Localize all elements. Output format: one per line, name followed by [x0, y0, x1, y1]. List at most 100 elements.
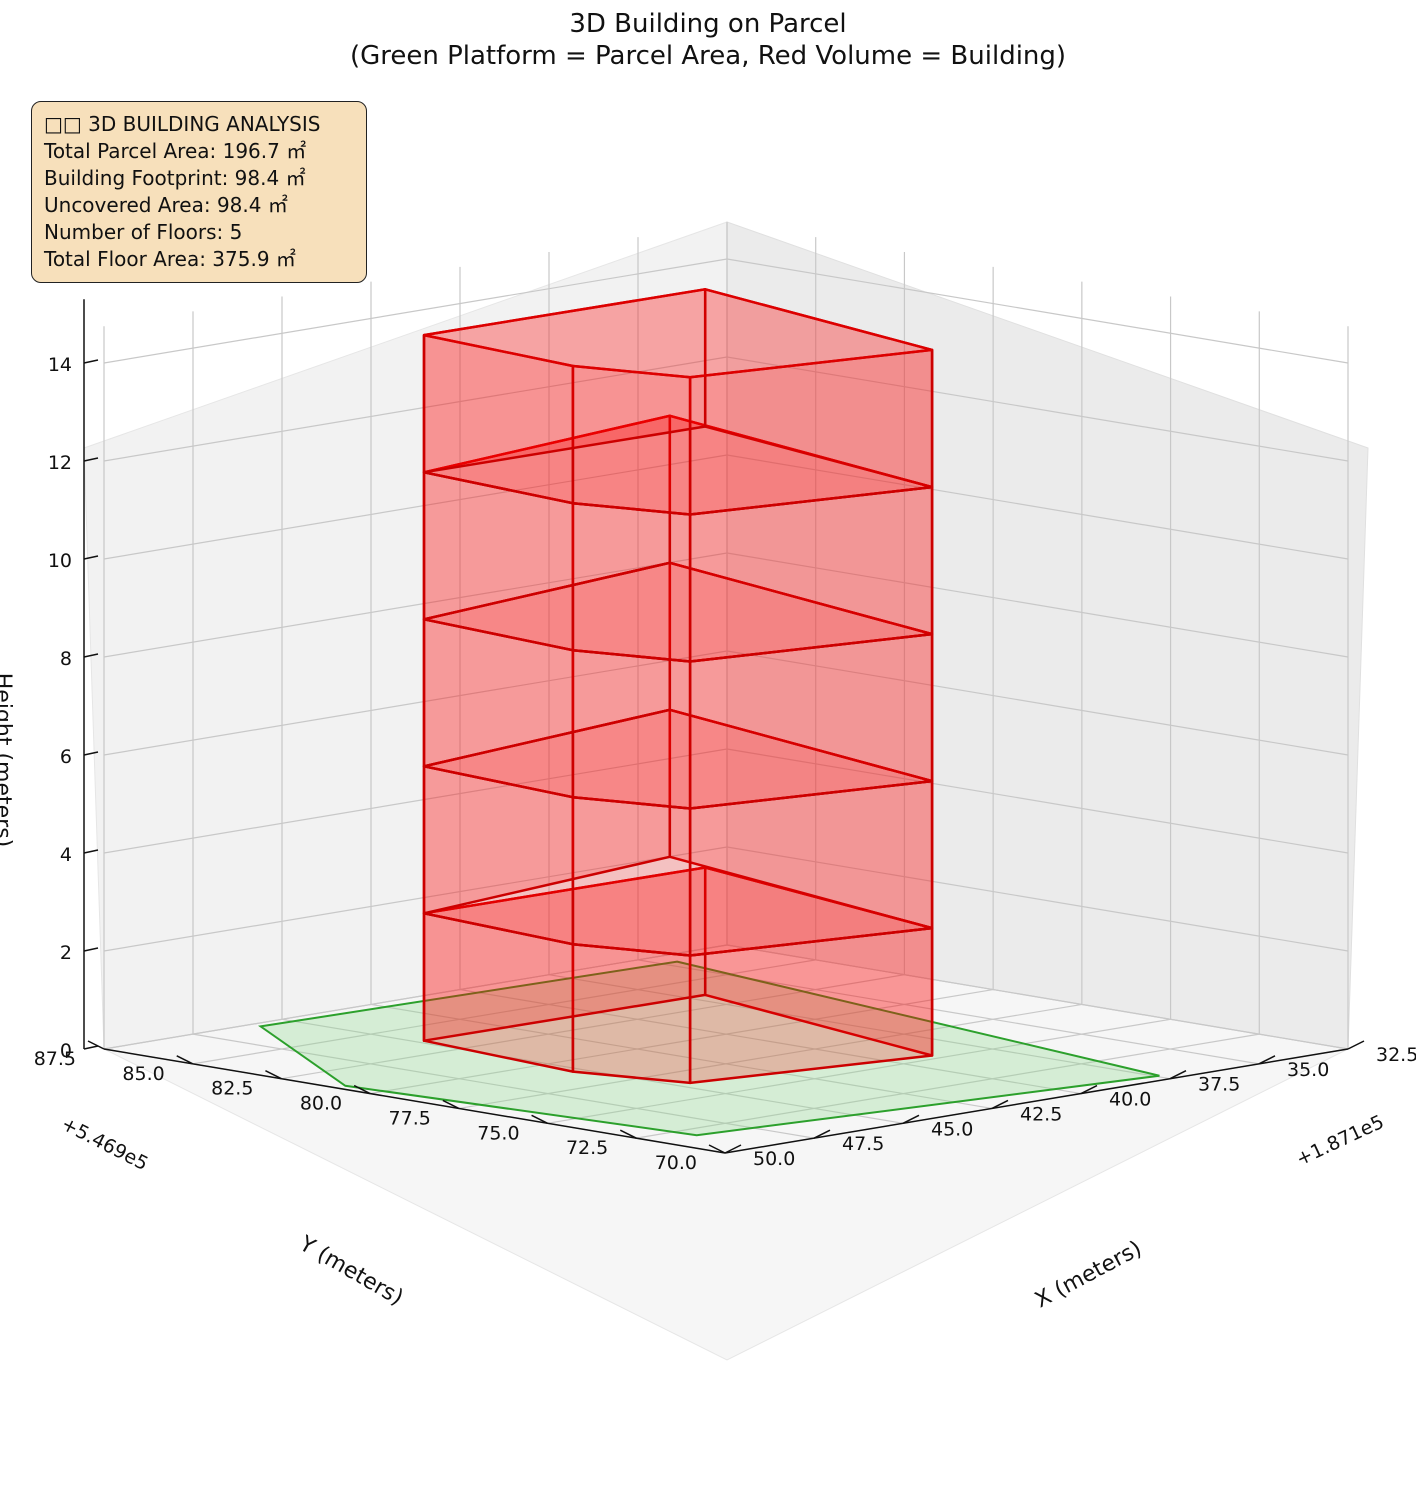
- grid-line: [726, 748, 1349, 854]
- grid-line: [726, 454, 1349, 560]
- x-tick-label: 50.0: [753, 1148, 795, 1170]
- z-tick: [83, 849, 99, 854]
- x-axis-label: X (meters): [1031, 1236, 1146, 1313]
- building-face: [688, 348, 934, 516]
- x-offset-label: +1.871e5: [1293, 1111, 1388, 1171]
- x-tick: [724, 1144, 742, 1154]
- building-analysis-box: □□ 3D BUILDING ANALYSIS Total Parcel Are…: [31, 101, 367, 283]
- grid-line: [636, 1033, 1260, 1139]
- z-tick-label: 2: [60, 942, 72, 964]
- info-heading: □□ 3D BUILDING ANALYSIS: [44, 112, 321, 136]
- info-line-floor-area: Total Floor Area: 375.9 ㎡: [44, 247, 296, 271]
- floor-4: [422, 414, 934, 663]
- z-tick: [83, 947, 99, 952]
- y-tick: [265, 1070, 282, 1080]
- x-tick-label: 32.5: [1376, 1044, 1416, 1066]
- x-tick-label: 37.5: [1198, 1074, 1240, 1096]
- y-tick-label: 85.0: [122, 1063, 164, 1085]
- y-tick: [442, 1099, 460, 1110]
- y-tick: [87, 1040, 105, 1050]
- grid-line: [103, 748, 728, 854]
- grid-line: [103, 454, 728, 560]
- y-tick-label: 72.5: [566, 1137, 608, 1159]
- floor-5: [422, 288, 934, 516]
- building-face: [688, 632, 934, 810]
- grid-line: [548, 974, 1171, 1080]
- x-tick: [1169, 1070, 1187, 1080]
- y-tick: [531, 1114, 548, 1124]
- y-tick-labels: 70.0 72.5 75.0 77.5 80.0 82.5 85.0 87.5: [34, 1040, 726, 1174]
- x-tick-label: 40.0: [1109, 1089, 1151, 1111]
- info-line-footprint: Building Footprint: 98.4 ㎡: [44, 166, 306, 190]
- y-tick: [708, 1144, 726, 1154]
- y-tick-label: 75.0: [477, 1122, 519, 1144]
- grid-line: [103, 846, 728, 952]
- grid-line: [370, 1003, 993, 1110]
- y-tick: [176, 1055, 194, 1065]
- z-tick-labels: 0 2 4 6 8 10 12 14: [48, 354, 99, 1062]
- y-tick: [619, 1129, 637, 1139]
- parcel-platform: [257, 960, 1160, 1137]
- x-tick-label: 45.0: [931, 1118, 973, 1140]
- z-tick: [83, 457, 99, 462]
- chart-title: 3D Building on Parcel (Green Platform = …: [0, 8, 1416, 72]
- z-axis-label: Height (meters): [0, 673, 15, 848]
- z-tick: [83, 1045, 99, 1050]
- x-tick: [1347, 1040, 1365, 1050]
- x-tick: [1258, 1055, 1276, 1065]
- grid-line: [370, 988, 994, 1095]
- x-tick-label: 42.5: [1020, 1103, 1062, 1125]
- building-layer: [422, 288, 934, 1085]
- info-line-parcel-area: Total Parcel Area: 196.7 ㎡: [44, 139, 307, 163]
- info-line-uncovered: Uncovered Area: 98.4 ㎡: [44, 193, 288, 217]
- info-line-floors: Number of Floors: 5: [44, 220, 243, 244]
- x-tick: [1080, 1084, 1098, 1095]
- y-offset-label: +5.469e5: [58, 1113, 152, 1175]
- grid-line: [103, 356, 728, 462]
- grid-line: [103, 944, 728, 1050]
- grid-line: [726, 944, 1349, 1050]
- floor-2: [422, 708, 934, 957]
- building-face: [688, 779, 934, 957]
- y-tick-label: 77.5: [389, 1107, 431, 1129]
- x-tick-labels: 32.5 35.0 37.5 40.0 42.5 45.0 47.5 50.0: [724, 1040, 1416, 1170]
- grid-line: [103, 650, 728, 756]
- grid-line: [726, 650, 1349, 756]
- x-tick-label: 47.5: [842, 1133, 884, 1155]
- z-tick-label: 4: [60, 844, 72, 866]
- y-axis-line: [103, 1048, 726, 1154]
- grid-line: [103, 258, 728, 364]
- y-tick-label: 70.0: [655, 1152, 697, 1174]
- grid-line: [726, 356, 1349, 462]
- z-tick: [83, 359, 99, 364]
- y-tick-label: 80.0: [300, 1093, 342, 1115]
- z-tick: [83, 751, 99, 756]
- z-tick-label: 12: [48, 452, 72, 474]
- x-tick: [991, 1099, 1009, 1110]
- z-tick-label: 0: [60, 1040, 72, 1062]
- floor-slab: [423, 288, 933, 379]
- grid-line: [547, 1018, 1171, 1124]
- grid-line: [192, 959, 816, 1065]
- grid-line: [726, 846, 1349, 952]
- floor-3: [422, 561, 934, 810]
- x-tick-label: 35.0: [1287, 1059, 1329, 1081]
- y-tick-label: 82.5: [211, 1078, 253, 1100]
- z-tick-label: 8: [60, 648, 72, 670]
- grid-lines: [103, 222, 1349, 1154]
- grid-line: [281, 1018, 904, 1124]
- parcel-layer: [257, 960, 1160, 1137]
- axes-layer: [83, 299, 1349, 1154]
- z-tick: [83, 555, 99, 560]
- z-tick: [83, 653, 99, 658]
- chart-title-line2: (Green Platform = Parcel Area, Red Volum…: [349, 41, 1067, 71]
- floor-1: [422, 866, 934, 1085]
- x-tick: [813, 1129, 831, 1139]
- z-tick-label: 6: [60, 746, 72, 768]
- z-tick-label: 14: [48, 354, 72, 376]
- x-tick: [902, 1114, 920, 1124]
- grid-line: [726, 258, 1349, 364]
- chart-title-line1: 3D Building on Parcel: [569, 9, 847, 39]
- grid-line: [726, 552, 1349, 658]
